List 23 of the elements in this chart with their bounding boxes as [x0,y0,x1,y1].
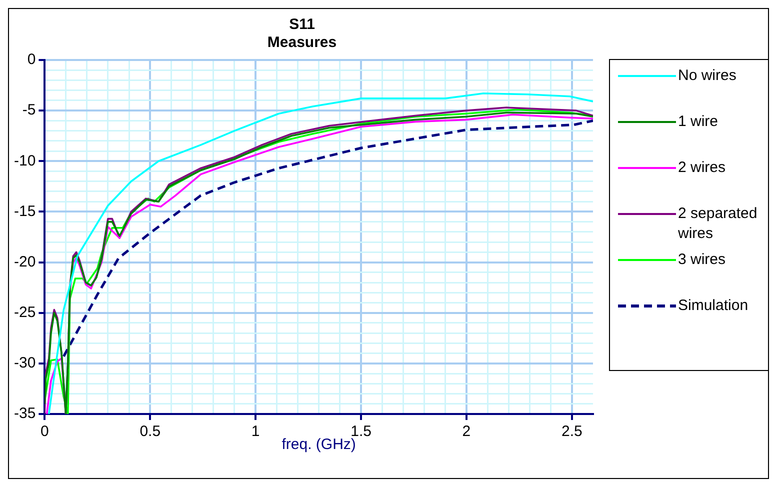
y-tick-label: -25 [14,304,36,321]
y-tick-label: -35 [14,405,36,422]
legend-label: 2 separated wires [678,204,758,244]
y-tick-label: -10 [14,152,36,170]
chart-subtitle: Measures [267,34,337,52]
x-tick-label: 2 [462,423,471,440]
y-tick-label: 0 [27,51,36,68]
x-tick-label: 1 [251,423,260,440]
legend-label: Simulation [678,296,748,316]
y-tick-label: -20 [14,253,36,270]
y-tick-label: -5 [22,102,36,119]
x-tick-label: 0 [40,423,49,440]
x-tick-label: 2.5 [561,423,582,440]
legend-label: 3 wires [678,250,726,270]
legend-label: No wires [678,66,736,86]
y-tick-label: -15 [14,202,36,220]
line-series [62,119,593,358]
legend-label: 1 wire [678,112,718,132]
x-tick-label: 0.5 [140,423,161,440]
y-tick-label: -30 [14,354,36,372]
legend-label: 2 wires [678,158,726,178]
chart-title: S11 [289,16,315,34]
x-axis-title: freq. (GHz) [282,436,356,454]
